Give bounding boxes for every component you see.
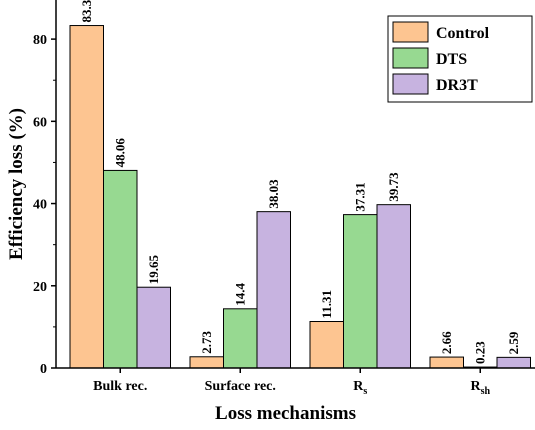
data-label-control-3: 2.66: [439, 331, 454, 354]
x-tick-label-3: Rsh: [470, 379, 490, 397]
legend-label-dts: DTS: [436, 51, 467, 68]
data-label-dts-3: 0.23: [472, 341, 487, 364]
bar-dr3t-1: [256, 211, 291, 369]
data-label-dr3t-0: 19.65: [146, 254, 161, 284]
legend-label-dr3t: DR3T: [436, 77, 478, 94]
bar-dr3t-2: [376, 204, 411, 369]
data-label-control-1: 2.73: [199, 331, 214, 354]
bar-dts-1: [223, 308, 258, 369]
y-axis-title: Efficiency loss (%): [6, 108, 27, 260]
y-tick-label-60: 60: [33, 115, 47, 130]
bar-dts-0: [103, 169, 138, 369]
bar-dr3t-0: [136, 286, 171, 369]
bar-control-2: [309, 321, 344, 369]
y-tick-label-40: 40: [33, 198, 47, 213]
bar-control-1: [189, 356, 224, 369]
y-tick-label-80: 80: [33, 33, 47, 48]
bar-dts-2: [343, 214, 378, 369]
data-label-control-2: 11.31: [319, 290, 334, 319]
axes-layer: 0 20 40 60 80 Bulk rec. Surface rec. Rs Rsh: [33, 0, 535, 397]
data-label-dts-1: 14.4: [232, 283, 247, 306]
data-label-dr3t-2: 39.73: [386, 172, 401, 202]
data-label-control-0: 83.3: [79, 0, 94, 23]
bar-control-0: [69, 25, 104, 369]
legend: Control DTS DR3T: [387, 15, 533, 103]
y-tick-label-20: 20: [33, 280, 47, 295]
legend-label-control: Control: [436, 25, 490, 42]
bars-layer: [69, 25, 531, 369]
data-label-dts-2: 37.31: [352, 182, 367, 211]
x-tick-label-2: Rs: [353, 379, 367, 397]
data-label-dr3t-1: 38.03: [266, 179, 281, 209]
data-label-dr3t-3: 2.59: [506, 331, 521, 354]
x-axis-title: Loss mechanisms: [215, 403, 356, 424]
x-tick-label-1: Surface rec.: [205, 379, 276, 394]
bar-dr3t-3: [496, 356, 531, 369]
legend-swatch-dts: [392, 47, 429, 69]
y-tick-label-0: 0: [40, 362, 47, 377]
legend-swatch-dr3t: [392, 73, 429, 95]
data-labels-layer: 83.3 2.73 11.31 2.66 48.06 14.4 37.31 0.23 19.65…: [79, 0, 521, 364]
x-tick-label-0: Bulk rec.: [93, 379, 147, 394]
legend-swatch-control: [392, 21, 429, 43]
data-label-dts-0: 48.06: [112, 138, 127, 168]
bar-control-3: [429, 356, 464, 369]
